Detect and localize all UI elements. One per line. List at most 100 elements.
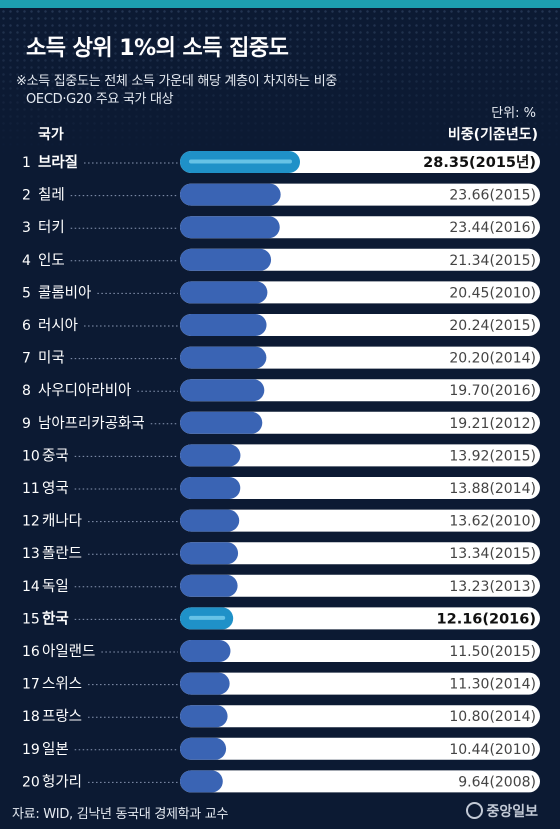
country-label: 남아프리카공화국 xyxy=(38,415,145,432)
bar-highlight-shine xyxy=(189,615,226,620)
bar-track xyxy=(180,379,540,402)
value-label: 13.92(2015) xyxy=(449,448,536,464)
bar-track xyxy=(180,770,540,793)
rank-label: 12 xyxy=(22,514,40,530)
country-label: 스위스 xyxy=(42,676,82,693)
country-label: 러시아 xyxy=(38,317,78,334)
bar-6 xyxy=(180,314,267,336)
value-label: 19.21(2012) xyxy=(449,416,536,432)
country-label: 사우디아라비아 xyxy=(38,382,131,399)
rank-label: 18 xyxy=(22,709,40,725)
rank-label: 5 xyxy=(22,285,31,301)
bar-13 xyxy=(180,542,239,565)
country-label: 독일 xyxy=(42,578,69,595)
bar-14 xyxy=(180,574,238,597)
bar-9 xyxy=(180,411,263,434)
country-label: 칠레 xyxy=(38,187,65,204)
column-header-share: 비중(기준년도) xyxy=(447,127,538,143)
value-label: 10.80(2014) xyxy=(449,709,536,725)
bar-track xyxy=(180,672,540,695)
bar-20 xyxy=(180,770,223,793)
bar-track xyxy=(180,346,540,369)
top-accent-bar xyxy=(0,0,560,8)
rank-label: 6 xyxy=(22,318,31,334)
rank-label: 9 xyxy=(22,416,31,432)
bar-track xyxy=(180,411,540,434)
value-label: 20.45(2010) xyxy=(449,285,536,301)
bar-3 xyxy=(180,216,280,239)
bar-chart: 1 브라질 28.35(2015년) 2 칠레 23.66(2015) 3 터키 23.44(2… xyxy=(22,151,540,793)
value-label: 11.30(2014) xyxy=(449,677,536,693)
rank-label: 8 xyxy=(22,383,31,399)
bar-track xyxy=(180,281,540,304)
bar-19 xyxy=(180,737,227,760)
value-label: 12.16(2016) xyxy=(437,611,536,627)
country-label: 헝가리 xyxy=(42,773,82,790)
rank-label: 10 xyxy=(22,448,40,464)
bar-2 xyxy=(180,183,281,206)
rank-label: 20 xyxy=(22,774,40,790)
column-header-country: 국가 xyxy=(38,127,64,143)
country-label: 영국 xyxy=(42,480,69,497)
rank-label: 11 xyxy=(22,481,40,497)
country-label: 캐나다 xyxy=(42,513,82,530)
logo-circle-icon xyxy=(466,802,484,819)
country-label: 일본 xyxy=(42,741,69,758)
rank-label: 4 xyxy=(22,253,31,269)
value-label: 10.44(2010) xyxy=(449,742,536,758)
rank-label: 16 xyxy=(22,644,40,660)
bar-track xyxy=(180,509,540,532)
country-label: 한국 xyxy=(42,610,69,627)
value-label: 9.64(2008) xyxy=(458,774,536,790)
bar-track xyxy=(180,574,540,597)
publisher-logo: 중앙일보 xyxy=(466,801,538,821)
bar-10 xyxy=(180,444,241,467)
value-label: 28.35(2015년) xyxy=(423,154,536,171)
bar-track xyxy=(180,737,540,760)
country-label: 콜롬비아 xyxy=(38,284,91,301)
country-label: 폴란드 xyxy=(42,545,82,562)
bar-7 xyxy=(180,346,267,369)
rank-label: 13 xyxy=(22,546,40,562)
rank-label: 19 xyxy=(22,742,40,758)
country-label: 중국 xyxy=(42,448,69,464)
rank-label: 17 xyxy=(22,677,40,693)
country-label: 프랑스 xyxy=(42,708,82,725)
bar-12 xyxy=(180,509,240,532)
bar-track xyxy=(180,248,540,271)
country-label: 브라질 xyxy=(38,153,78,171)
bar-18 xyxy=(180,705,228,728)
bar-track xyxy=(180,542,540,565)
value-label: 23.66(2015) xyxy=(449,188,536,204)
world-map-dot-pattern xyxy=(0,8,560,158)
value-label: 20.20(2014) xyxy=(449,351,536,367)
bar-5 xyxy=(180,281,268,304)
chart-title: 소득 상위 1%의 소득 집중도 xyxy=(26,36,289,61)
rank-label: 2 xyxy=(22,188,31,204)
chart-note-scope: OECD·G20 주요 국가 대상 xyxy=(26,92,174,107)
value-label: 19.70(2016) xyxy=(449,383,536,399)
bar-track xyxy=(180,314,540,336)
country-label: 아일랜드 xyxy=(42,643,95,660)
value-label: 11.50(2015) xyxy=(449,644,536,660)
bar-track xyxy=(180,477,540,499)
value-label: 13.62(2010) xyxy=(449,514,536,530)
bar-track xyxy=(180,640,540,662)
bar-17 xyxy=(180,672,230,695)
value-label: 23.44(2016) xyxy=(449,220,536,236)
country-label: 인도 xyxy=(38,252,65,269)
bar-track xyxy=(180,607,540,630)
bar-highlight-shine xyxy=(189,159,292,164)
bar-16 xyxy=(180,640,231,662)
unit-label: 단위: % xyxy=(491,106,536,121)
bar-4 xyxy=(180,248,272,271)
source-note: 자료: WID, 김낙년 동국대 경제학과 교수 xyxy=(12,807,229,822)
value-label: 20.24(2015) xyxy=(449,318,536,334)
bar-11 xyxy=(180,477,241,499)
value-label: 13.88(2014) xyxy=(449,481,536,497)
value-label: 13.34(2015) xyxy=(449,546,536,562)
value-label: 13.23(2013) xyxy=(449,579,536,595)
bar-8 xyxy=(180,379,265,402)
rank-label: 1 xyxy=(22,155,31,171)
rank-label: 7 xyxy=(22,351,31,367)
